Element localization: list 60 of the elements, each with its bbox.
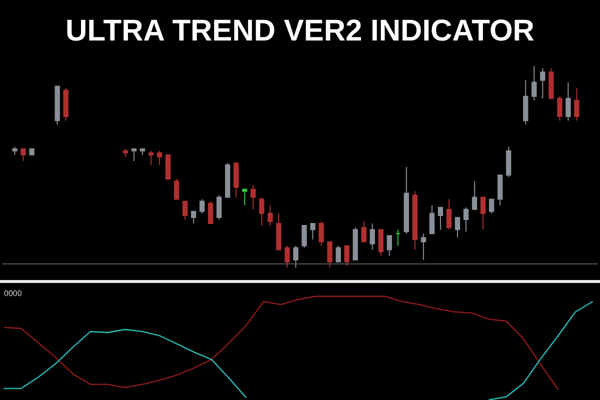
candlestick [182,200,188,220]
candlestick [574,88,580,122]
candlestick [268,204,273,226]
candlestick [498,174,503,206]
chart-title: ULTRA TREND VER2 INDICATOR [66,14,535,48]
candlestick [472,180,478,210]
candlestick [488,198,494,214]
candlestick [20,148,26,162]
candlestick [327,241,332,268]
candlestick [420,233,426,260]
candlestick [12,146,18,156]
candlestick [463,206,469,232]
candlestick [412,190,418,250]
candlestick [208,200,214,224]
candlestick [190,210,196,224]
annotation: 0000 [4,289,22,298]
candlestick [532,66,537,101]
candlestick [318,221,324,246]
candlestick [234,162,239,198]
candlestick [216,194,222,220]
candlestick [540,68,546,99]
candlestick [131,148,137,162]
candlestick [310,223,316,240]
candlestick [523,80,528,126]
candlestick [293,245,298,268]
candlestick [395,229,400,246]
candlestick [370,223,375,250]
candlestick [122,148,128,158]
candlestick [557,96,562,122]
candlestick [63,88,68,122]
candlestick [386,235,392,256]
candlestick [336,245,341,262]
candlestick [174,178,180,200]
candlestick [506,146,512,178]
candlestick [276,212,282,250]
candlestick [242,188,248,206]
candlestick [454,216,460,238]
candlestick [29,148,34,156]
candlestick [140,148,146,156]
candlestick [446,198,452,230]
candlestick [404,166,410,234]
candlestick [200,198,205,214]
candlestick [225,162,230,198]
candlestick [438,206,444,230]
candlestick [566,82,571,122]
candlestick [352,227,358,260]
candlestick [378,229,384,256]
candlestick [361,221,366,242]
candlestick [54,86,60,126]
candlestick [284,245,290,268]
candlestick [344,245,350,266]
candlestick [165,154,171,180]
candlestick [250,184,256,210]
candlestick [148,150,154,166]
candlestick [429,204,435,234]
candlestick [156,150,162,166]
candlestick [480,196,486,230]
candlestick [302,225,307,248]
candlestick [548,68,554,99]
candlestick [259,196,264,226]
